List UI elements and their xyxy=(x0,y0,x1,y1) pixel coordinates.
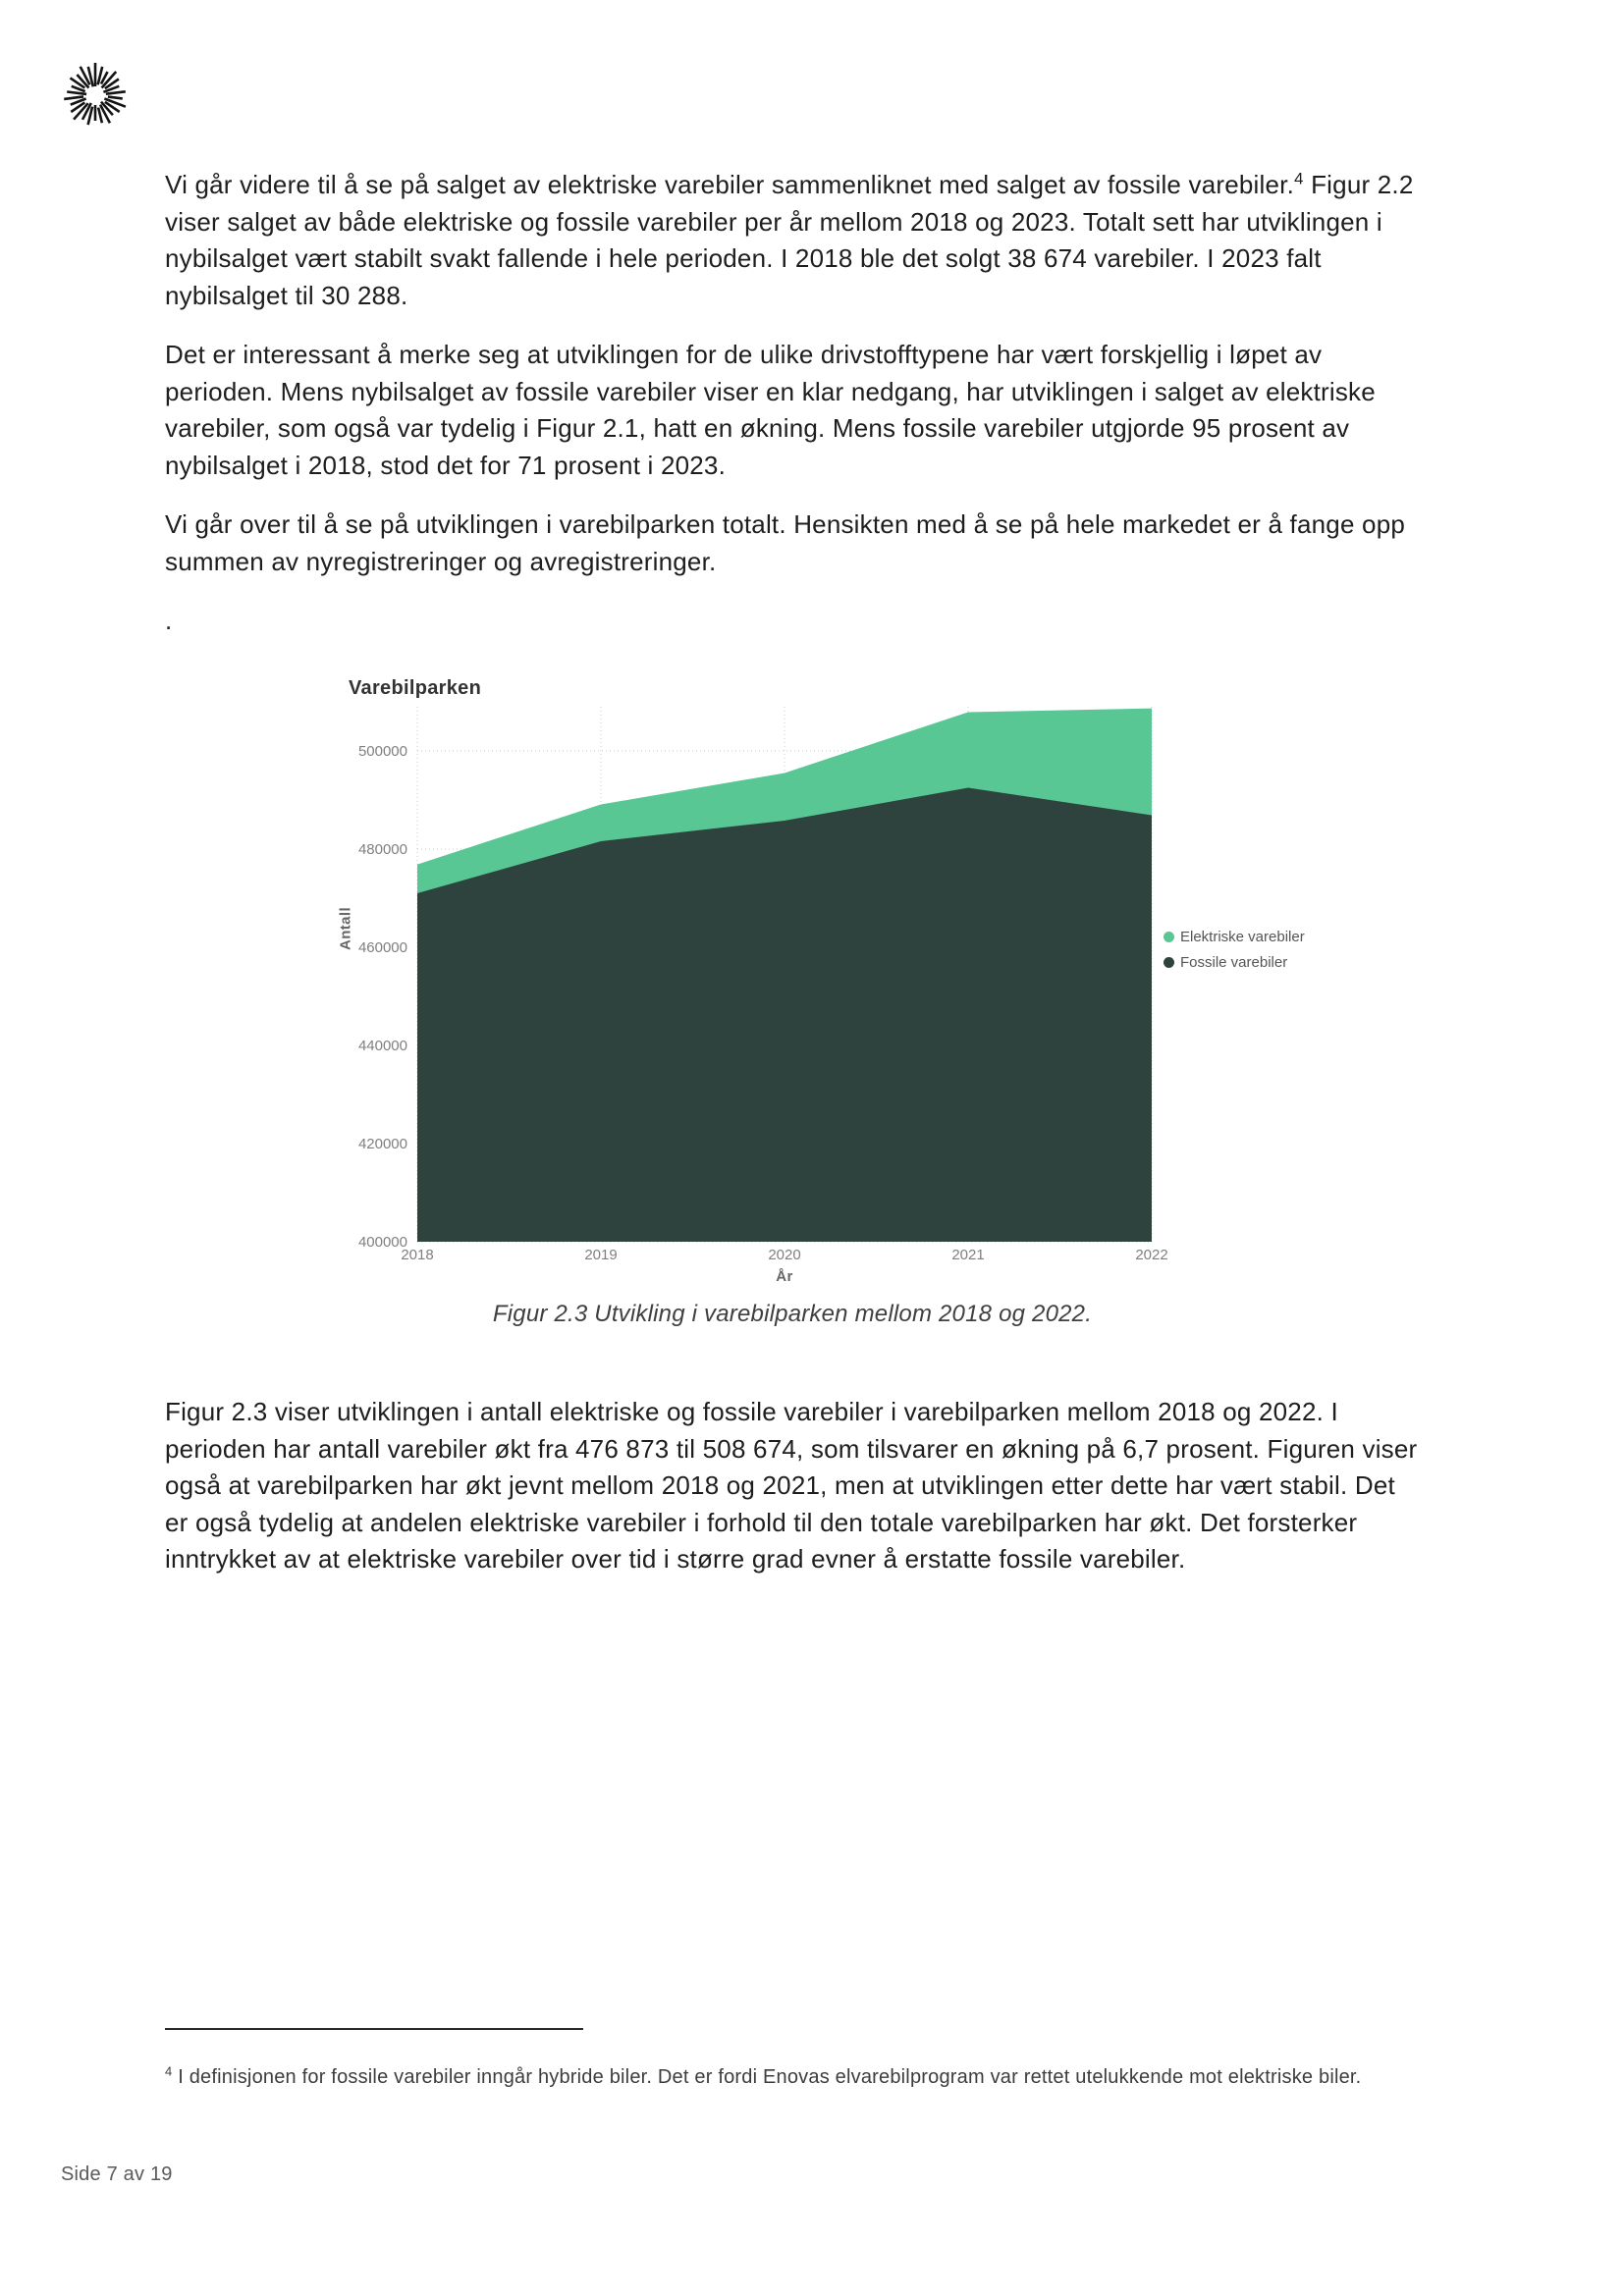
paragraph-4: Figur 2.3 viser utviklingen i antall ele… xyxy=(165,1397,1418,1574)
legend-label: Elektriske varebiler xyxy=(1180,929,1305,945)
y-tick-label: 400000 xyxy=(357,1234,407,1251)
y-tick-label: 460000 xyxy=(357,939,407,956)
y-tick-label: 420000 xyxy=(357,1136,407,1152)
chart-legend: Elektriske varebiler Fossile varebiler xyxy=(1164,929,1305,980)
y-tick-label: 500000 xyxy=(357,743,407,760)
x-tick-label: 2021 xyxy=(951,1247,985,1263)
x-tick-label: 2022 xyxy=(1135,1247,1168,1263)
x-tick-label: 2020 xyxy=(768,1247,801,1263)
footnote-separator xyxy=(165,2028,583,2030)
x-axis-title: År xyxy=(776,1268,793,1285)
figure-caption: Figur 2.3 Utvikling i varebilparken mell… xyxy=(492,1301,1093,1327)
starburst-logo-icon xyxy=(61,61,130,130)
legend-item: Elektriske varebiler xyxy=(1164,929,1305,945)
paragraph-3: Vi går over til å se på utviklingen i va… xyxy=(165,509,1406,576)
y-tick-label: 440000 xyxy=(357,1038,407,1054)
x-tick-label: 2018 xyxy=(401,1247,434,1263)
footnote-text: I definisjonen for fossile varebiler inn… xyxy=(172,2066,1362,2088)
footnote-number: 4 xyxy=(165,2063,173,2079)
footnote-reference: 4 xyxy=(1294,169,1304,188)
stacked-area-chart xyxy=(416,707,1153,1243)
footnote: 4 I definisjonen for fossile varebiler i… xyxy=(165,2063,1441,2091)
paragraph-1: Vi går videre til å se på salget av elek… xyxy=(165,167,1420,314)
orphan-period: . xyxy=(165,606,173,635)
body-text-after-figure: Figur 2.3 viser utviklingen i antall ele… xyxy=(165,1394,1420,1601)
paragraph-1-text: Vi går videre til å se på salget av elek… xyxy=(165,170,1295,199)
paragraph-1-text-continued: Figur 2.2 viser salget av både elektrisk… xyxy=(165,170,1414,310)
x-tick-label: 2019 xyxy=(584,1247,618,1263)
legend-color-dot xyxy=(1164,932,1174,942)
y-axis-title: Antall xyxy=(337,906,354,951)
chart-title: Varebilparken xyxy=(349,677,482,699)
page-number: Side 7 av 19 xyxy=(61,2163,173,2185)
body-text: Vi går videre til å se på salget av elek… xyxy=(165,167,1420,663)
legend-item: Fossile varebiler xyxy=(1164,954,1305,971)
legend-color-dot xyxy=(1164,957,1174,968)
legend-label: Fossile varebiler xyxy=(1180,954,1288,971)
paragraph-2: Det er interessant å merke seg at utvikl… xyxy=(165,340,1376,480)
y-tick-label: 480000 xyxy=(357,841,407,858)
